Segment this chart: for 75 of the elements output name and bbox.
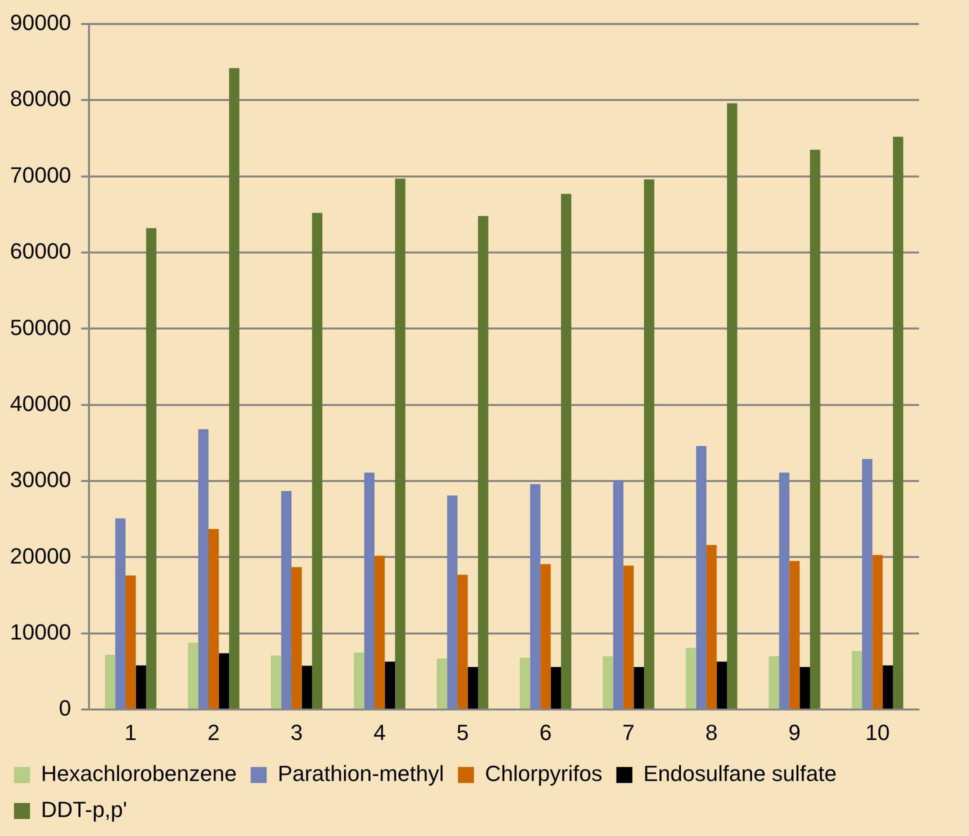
bar bbox=[354, 652, 364, 709]
bar bbox=[872, 554, 883, 709]
bar bbox=[136, 665, 146, 709]
bar bbox=[613, 480, 624, 709]
bar bbox=[862, 458, 872, 709]
legend-label: Hexachlorobenzene bbox=[41, 761, 237, 786]
bar bbox=[634, 666, 644, 709]
bar bbox=[291, 567, 302, 709]
bar bbox=[892, 136, 904, 709]
x-tick-label: 10 bbox=[865, 720, 890, 745]
bar bbox=[395, 178, 406, 709]
bar bbox=[540, 564, 551, 709]
bar bbox=[768, 656, 780, 709]
bar bbox=[468, 666, 478, 709]
legend-label: Parathion-methyl bbox=[278, 761, 444, 786]
y-tick-label: 40000 bbox=[10, 390, 72, 416]
x-tick-label: 4 bbox=[373, 720, 386, 745]
bar bbox=[706, 545, 717, 709]
legend-label: DDT-p,p' bbox=[41, 797, 128, 822]
bar bbox=[218, 653, 230, 709]
y-tick-label: 50000 bbox=[10, 314, 72, 340]
bar bbox=[561, 194, 572, 709]
bar bbox=[779, 472, 790, 709]
y-tick-label: 60000 bbox=[10, 238, 72, 264]
bar bbox=[188, 642, 198, 709]
x-tick-label: 1 bbox=[124, 720, 137, 745]
y-tick-label: 20000 bbox=[10, 543, 72, 568]
x-tick-label: 8 bbox=[705, 720, 718, 745]
bar bbox=[726, 103, 738, 709]
bar bbox=[312, 212, 322, 709]
bar bbox=[800, 666, 810, 709]
bar bbox=[716, 662, 727, 709]
bar bbox=[208, 529, 219, 709]
y-tick-label: 80000 bbox=[10, 86, 72, 112]
bar bbox=[447, 496, 458, 709]
bar bbox=[198, 429, 209, 709]
y-tick-label: 0 bbox=[58, 696, 72, 721]
bar bbox=[115, 518, 126, 709]
x-tick-label: 5 bbox=[456, 720, 469, 745]
bar bbox=[104, 654, 116, 709]
bar bbox=[644, 179, 654, 709]
bar bbox=[374, 556, 385, 709]
bar bbox=[270, 656, 282, 709]
x-tick-label: 9 bbox=[788, 720, 801, 745]
legend-label: Endosulfane sulfate bbox=[643, 761, 837, 786]
bar bbox=[882, 665, 893, 709]
bar bbox=[229, 68, 240, 709]
bar bbox=[146, 228, 156, 709]
x-tick-label: 7 bbox=[622, 720, 635, 745]
x-tick-label: 6 bbox=[539, 720, 552, 745]
bar bbox=[126, 576, 136, 709]
bar bbox=[478, 216, 488, 709]
bar bbox=[789, 561, 800, 709]
bar bbox=[364, 472, 374, 709]
bar bbox=[384, 662, 396, 709]
bar bbox=[520, 658, 530, 709]
legend-label: Chlorpyrifos bbox=[484, 761, 602, 786]
bar bbox=[457, 574, 468, 709]
x-tick-label: 3 bbox=[290, 720, 303, 745]
bar bbox=[852, 650, 862, 709]
bar bbox=[302, 666, 312, 709]
bar bbox=[436, 658, 448, 709]
bar bbox=[550, 666, 562, 709]
y-tick-label: 70000 bbox=[10, 162, 72, 188]
bar bbox=[530, 484, 540, 709]
bar bbox=[281, 490, 292, 709]
bar bbox=[810, 150, 820, 709]
bar bbox=[696, 446, 706, 709]
bar bbox=[686, 648, 696, 709]
y-tick-label: 90000 bbox=[10, 10, 72, 36]
bar bbox=[602, 656, 614, 709]
x-tick-label: 2 bbox=[208, 720, 220, 745]
y-tick-label: 10000 bbox=[10, 619, 72, 644]
y-tick-label: 30000 bbox=[10, 467, 72, 492]
bar bbox=[623, 566, 634, 709]
